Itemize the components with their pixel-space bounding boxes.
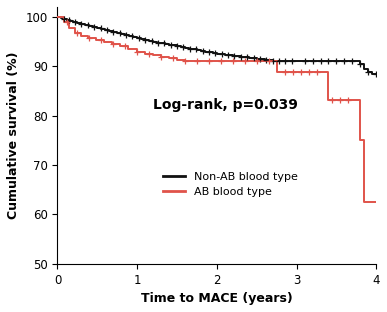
Point [257, 56, 263, 61]
Point [373, 71, 379, 76]
Point [270, 58, 276, 63]
Point [298, 70, 304, 75]
Point [218, 59, 224, 64]
Point [129, 34, 135, 39]
Point [206, 59, 212, 64]
Point [193, 47, 199, 52]
Point [74, 30, 80, 35]
Point [158, 54, 164, 59]
Point [149, 38, 155, 43]
Point [230, 59, 236, 64]
Point [110, 41, 116, 46]
Point [174, 44, 180, 49]
Legend: Non-AB blood type, AB blood type: Non-AB blood type, AB blood type [159, 167, 303, 202]
Point [337, 97, 344, 102]
Point [104, 28, 110, 33]
Point [78, 22, 84, 27]
Point [168, 42, 174, 47]
Point [180, 44, 187, 49]
Point [305, 70, 312, 75]
Point [212, 51, 218, 56]
Point [325, 59, 332, 64]
Point [146, 51, 152, 56]
Point [194, 59, 200, 64]
Text: Log-rank, p=0.039: Log-rank, p=0.039 [153, 98, 298, 112]
Point [66, 18, 72, 23]
Point [161, 41, 167, 46]
Point [136, 36, 142, 41]
Point [110, 30, 116, 35]
Point [225, 52, 231, 57]
Point [341, 59, 348, 64]
Point [134, 49, 140, 54]
Point [122, 44, 128, 49]
Point [345, 97, 351, 102]
Point [276, 59, 282, 64]
Point [72, 20, 78, 25]
Point [310, 59, 316, 64]
Point [85, 23, 91, 28]
Point [219, 52, 225, 57]
Point [301, 59, 308, 64]
Point [238, 54, 244, 59]
Point [91, 25, 97, 30]
Point [123, 32, 129, 37]
Point [64, 19, 70, 24]
Point [170, 56, 176, 61]
Point [317, 59, 324, 64]
Point [155, 40, 161, 45]
Point [282, 70, 288, 75]
Point [253, 59, 260, 64]
Y-axis label: Cumulative survival (%): Cumulative survival (%) [7, 51, 20, 219]
Point [61, 16, 67, 21]
Point [357, 61, 363, 66]
Point [333, 59, 339, 64]
Point [199, 48, 205, 53]
Point [329, 97, 336, 102]
Point [263, 57, 269, 62]
Point [116, 31, 123, 36]
Point [187, 46, 193, 51]
Point [283, 59, 289, 64]
X-axis label: Time to MACE (years): Time to MACE (years) [141, 292, 293, 305]
Point [349, 59, 356, 64]
Point [206, 50, 212, 55]
Point [98, 37, 104, 42]
Point [365, 70, 372, 75]
Point [142, 37, 148, 42]
Point [244, 55, 250, 60]
Point [313, 70, 320, 75]
Point [265, 59, 272, 64]
Point [98, 26, 104, 31]
Point [231, 53, 238, 58]
Point [86, 35, 92, 40]
Point [182, 59, 188, 64]
Point [289, 59, 295, 64]
Point [289, 70, 296, 75]
Point [242, 59, 248, 64]
Point [250, 56, 257, 61]
